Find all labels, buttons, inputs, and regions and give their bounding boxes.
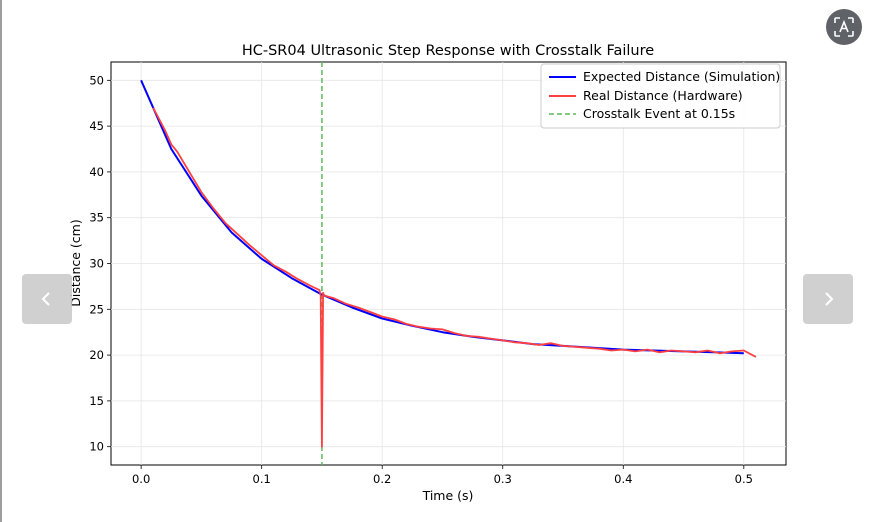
previous-image-button[interactable] (22, 274, 72, 324)
y-tick-label: 20 (89, 348, 104, 362)
x-axis-ticks: 0.0 0.1 0.2 0.3 0.4 0.5 (132, 465, 753, 486)
next-image-button[interactable] (803, 274, 853, 324)
y-tick-label: 40 (89, 165, 104, 179)
x-tick-label: 0.4 (614, 472, 632, 486)
x-axis-label: Time (s) (422, 488, 474, 503)
y-tick-label: 25 (89, 302, 104, 316)
window-left-edge (0, 0, 2, 522)
grid-layer (111, 62, 786, 465)
legend-label-real: Real Distance (Hardware) (583, 88, 743, 103)
x-tick-label: 0.1 (253, 472, 271, 486)
y-tick-label: 30 (89, 257, 104, 271)
chart-title: HC-SR04 Ultrasonic Step Response with Cr… (242, 43, 654, 59)
legend-label-crosstalk: Crosstalk Event at 0.15s (583, 106, 735, 121)
chevron-left-icon (41, 292, 50, 306)
translate-lens-button[interactable] (826, 9, 862, 45)
y-tick-label: 50 (89, 73, 104, 87)
x-tick-label: 0.2 (373, 472, 391, 486)
x-tick-label: 0.0 (132, 472, 150, 486)
y-tick-label: 35 (89, 211, 104, 225)
step-response-chart: HC-SR04 Ultrasonic Step Response with Cr… (68, 43, 787, 503)
x-tick-label: 0.5 (735, 472, 753, 486)
real-distance-line (152, 107, 757, 448)
legend: Expected Distance (Simulation) Real Dist… (540, 63, 781, 129)
chevron-right-icon (825, 292, 834, 306)
translate-lens-icon (834, 17, 854, 37)
series-layer (140, 79, 757, 448)
y-tick-label: 45 (89, 119, 104, 133)
y-tick-label: 10 (89, 440, 104, 454)
y-axis-ticks: 10 15 20 25 30 35 40 45 50 (89, 73, 111, 454)
x-tick-label: 0.3 (494, 472, 512, 486)
legend-label-expected: Expected Distance (Simulation) (583, 69, 780, 84)
legend-box (540, 63, 781, 129)
y-tick-label: 15 (89, 394, 104, 408)
